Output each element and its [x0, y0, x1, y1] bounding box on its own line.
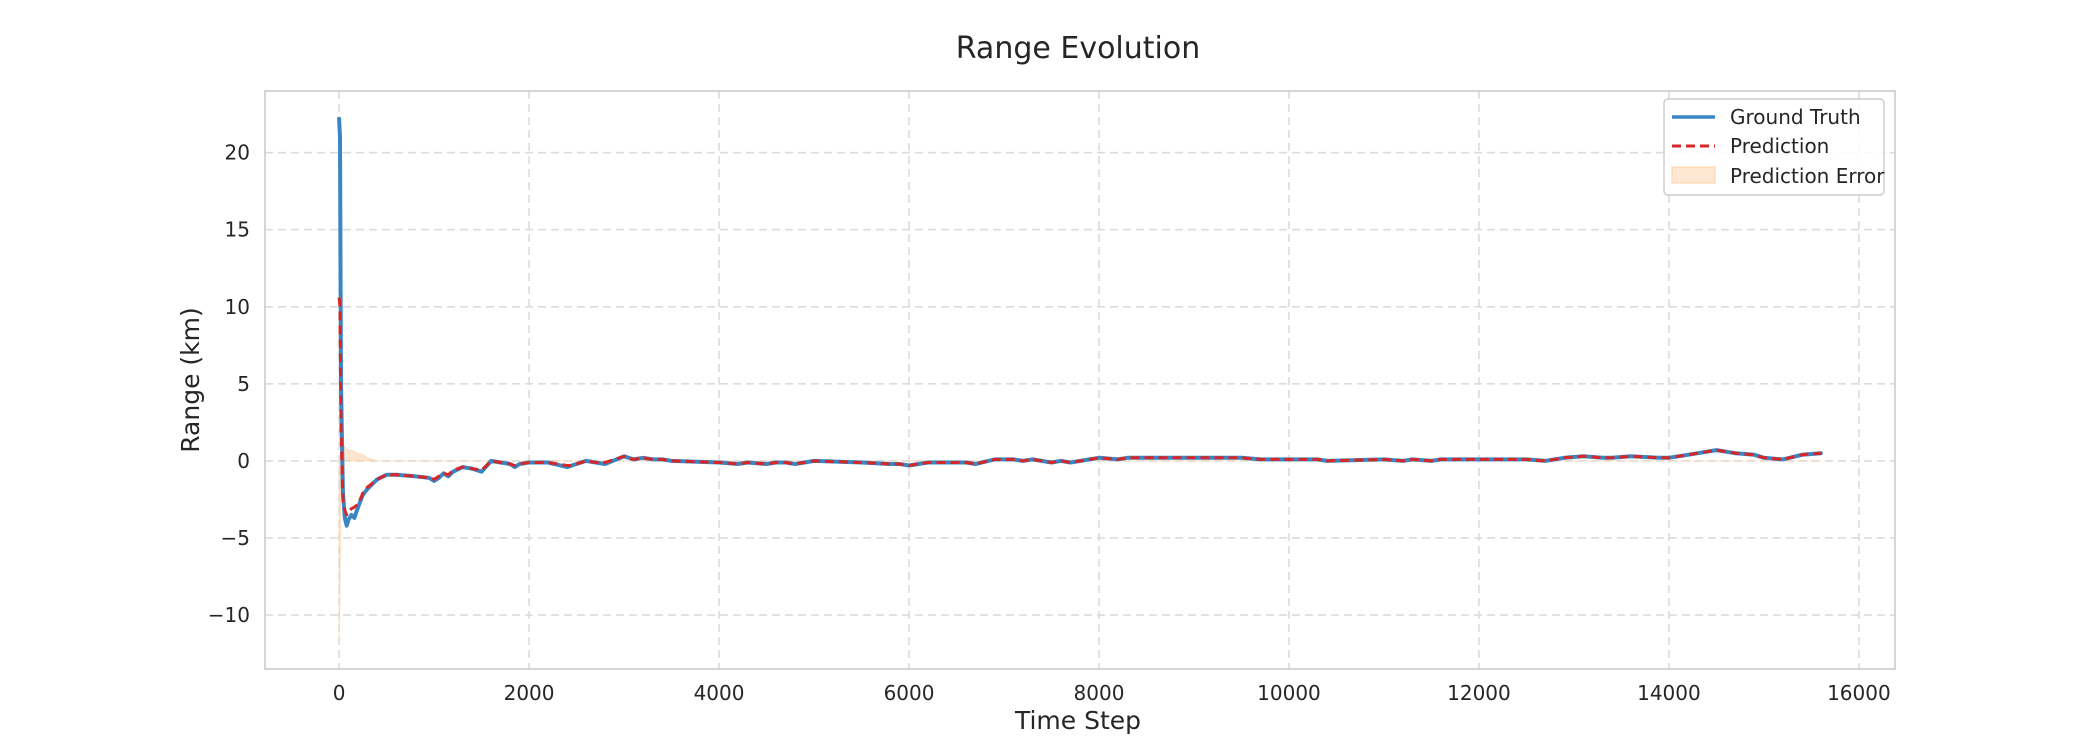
x-tick-label: 14000	[1637, 681, 1701, 705]
legend-box	[1663, 98, 1885, 196]
y-axis-label: Range (km)	[176, 307, 205, 453]
x-tick-label: 6000	[884, 681, 935, 705]
x-tick-label: 16000	[1827, 681, 1891, 705]
error-band-layer	[338, 440, 1821, 642]
prediction-error-band	[338, 440, 1821, 642]
plot-frame	[264, 90, 1896, 670]
y-tick-label: 20	[225, 141, 250, 165]
grid-lines	[265, 91, 1895, 669]
legend-prediction-error-label: Prediction Error	[1730, 164, 1885, 188]
y-tick-label: 15	[225, 218, 250, 242]
x-tick-label: 2000	[504, 681, 555, 705]
ground-truth-line	[337, 116, 1823, 528]
y-tick-label: 10	[225, 295, 250, 319]
legend-prediction-error-swatch	[1671, 166, 1716, 184]
y-tick-label: 5	[237, 372, 250, 396]
y-tick-labels: −10 −5 0 5 10 15 20	[208, 141, 250, 627]
series-lines-layer	[337, 116, 1823, 528]
legend: Ground Truth Prediction Prediction Error	[1663, 98, 1885, 196]
prediction-line	[337, 297, 1822, 517]
x-tick-labels: 0 2000 4000 6000 8000 10000 12000 14000 16000	[333, 681, 1891, 705]
chart-title: Range Evolution	[956, 31, 1201, 66]
legend-prediction-label: Prediction	[1730, 134, 1829, 158]
legend-ground-truth-label: Ground Truth	[1730, 105, 1861, 129]
x-tick-label: 4000	[694, 681, 745, 705]
y-tick-label: −10	[208, 603, 250, 627]
x-tick-label: 0	[333, 681, 346, 705]
x-tick-label: 10000	[1257, 681, 1321, 705]
y-tick-label: 0	[237, 449, 250, 473]
y-tick-label: −5	[221, 526, 250, 550]
x-tick-label: 8000	[1074, 681, 1125, 705]
x-axis-label: Time Step	[1014, 706, 1141, 735]
x-tick-label: 12000	[1447, 681, 1511, 705]
